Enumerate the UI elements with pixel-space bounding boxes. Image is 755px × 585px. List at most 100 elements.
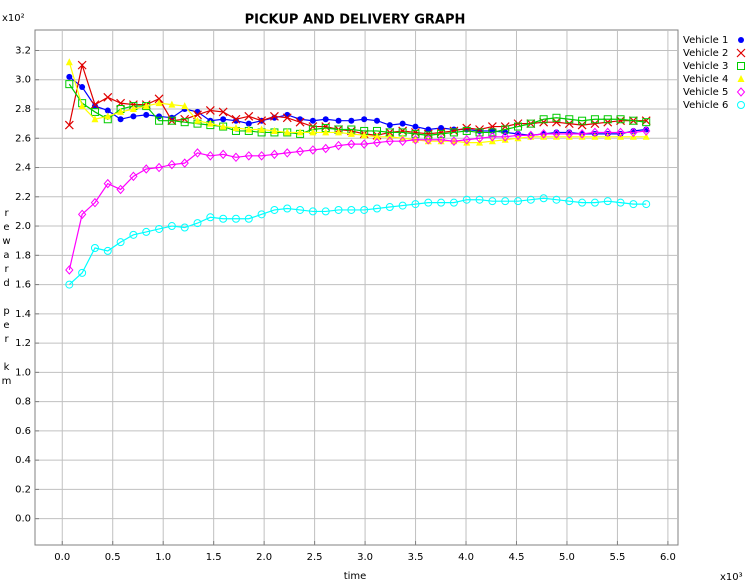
x-tick-label: 0.0 <box>54 552 70 563</box>
marker <box>282 113 292 123</box>
marker <box>167 222 176 231</box>
x-tick-label: 5.0 <box>559 552 575 563</box>
series-line <box>68 130 647 271</box>
marker <box>449 136 459 146</box>
legend-label: Vehicle 2 <box>683 48 728 59</box>
series-line <box>68 62 647 144</box>
legend-marker <box>738 37 744 43</box>
marker <box>283 204 292 213</box>
marker <box>65 280 74 289</box>
marker <box>258 125 266 133</box>
marker <box>103 92 113 102</box>
marker <box>205 106 215 115</box>
series-line <box>68 76 647 136</box>
marker <box>398 201 407 210</box>
marker <box>629 116 638 125</box>
y-tick-label: 0.6 <box>15 426 31 437</box>
marker <box>156 113 163 120</box>
y-tick-label: 2.6 <box>15 133 31 144</box>
marker <box>475 128 484 137</box>
marker <box>283 148 292 158</box>
marker <box>91 103 98 110</box>
marker <box>143 111 150 118</box>
x-tick-label: 2.0 <box>256 552 272 563</box>
marker <box>552 132 560 140</box>
marker <box>104 107 111 114</box>
marker <box>348 117 355 124</box>
legend-marker <box>736 48 746 58</box>
marker <box>206 119 214 127</box>
x-tick-label: 3.0 <box>357 552 373 563</box>
marker <box>590 119 600 129</box>
y-tick-label: 2.8 <box>15 104 31 115</box>
y-axis-label: reward per km <box>1 208 12 390</box>
legend-label: Vehicle 5 <box>683 87 728 98</box>
x-tick-label: 1.0 <box>155 552 171 563</box>
marker <box>501 132 510 142</box>
marker <box>91 115 99 123</box>
marker <box>449 126 459 136</box>
marker <box>526 195 535 204</box>
x-tick-label: 2.5 <box>307 552 323 563</box>
marker <box>578 198 587 207</box>
marker <box>206 213 215 222</box>
marker <box>514 122 523 131</box>
marker <box>295 146 305 157</box>
series-line <box>68 62 647 136</box>
marker <box>129 230 138 239</box>
marker <box>552 117 561 127</box>
marker <box>360 131 368 139</box>
marker <box>590 198 599 207</box>
marker <box>244 151 253 161</box>
marker <box>642 126 651 136</box>
series <box>65 126 651 275</box>
series-line <box>68 197 647 286</box>
marker <box>231 114 241 124</box>
y-tick-label: 0.2 <box>15 484 31 495</box>
marker <box>65 80 74 89</box>
marker <box>424 134 433 145</box>
marker <box>629 200 638 209</box>
marker <box>577 129 587 139</box>
y-tick-label: 1.8 <box>15 250 31 261</box>
marker <box>565 197 574 206</box>
marker <box>295 117 305 127</box>
marker <box>590 127 600 138</box>
marker <box>193 148 202 158</box>
marker <box>231 214 240 223</box>
marker <box>64 120 74 130</box>
marker <box>270 111 279 121</box>
marker <box>180 223 189 232</box>
x-tick-label: 5.5 <box>609 552 625 563</box>
marker <box>488 197 497 206</box>
marker <box>347 205 356 214</box>
y-tick-label: 0.4 <box>15 455 31 466</box>
marker <box>373 132 381 140</box>
marker <box>117 116 124 123</box>
marker <box>425 126 432 133</box>
y-multiplier: x10² <box>2 13 25 24</box>
marker <box>206 151 215 161</box>
marker <box>90 197 100 208</box>
marker <box>347 139 356 149</box>
x-tick-label: 1.5 <box>206 552 222 563</box>
marker <box>219 214 228 223</box>
marker <box>218 149 228 160</box>
marker <box>577 120 587 130</box>
x-multiplier: x10³ <box>720 572 743 583</box>
marker <box>296 205 305 214</box>
marker <box>321 207 330 216</box>
marker <box>154 94 164 104</box>
marker <box>142 164 151 174</box>
marker <box>77 60 87 70</box>
chart-title: PICKUP AND DELIVERY GRAPH <box>245 13 466 28</box>
marker <box>462 134 471 145</box>
marker <box>616 116 625 126</box>
marker <box>488 132 497 142</box>
legend: Vehicle 1 Vehicle 2 Vehicle 3 Vehicle 4 Vehi… <box>683 35 746 111</box>
marker <box>194 116 202 124</box>
marker <box>103 178 112 189</box>
marker <box>77 209 87 220</box>
marker <box>411 200 420 209</box>
